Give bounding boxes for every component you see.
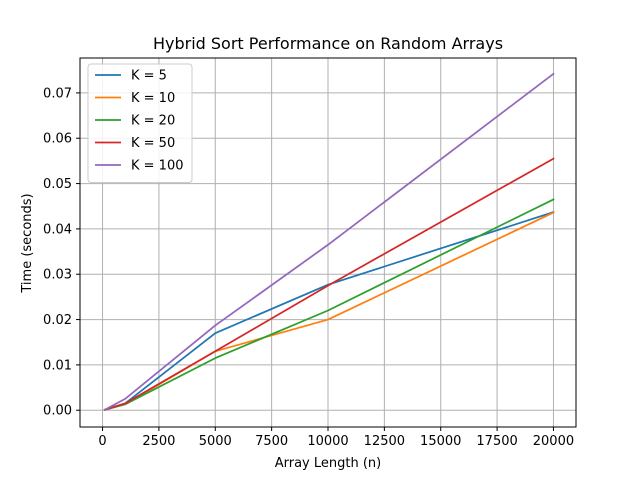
- legend-label: K = 50: [131, 136, 175, 151]
- series-line-3: [103, 157, 555, 411]
- x-tick-label: 20000: [533, 434, 574, 449]
- series-lines: [103, 72, 555, 411]
- grid: [80, 58, 576, 427]
- legend: K = 5 K = 10 K = 20 K = 50 K = 100: [87, 63, 193, 183]
- legend-box: [87, 63, 193, 183]
- legend-label: K = 10: [131, 91, 175, 106]
- x-tick-label: 7500: [255, 434, 288, 449]
- x-tick-label: 17500: [476, 434, 517, 449]
- y-tick-label: 0.01: [43, 358, 72, 373]
- y-tick-label: 0.00: [43, 404, 72, 419]
- x-tick-label: 5000: [199, 434, 232, 449]
- legend-label: K = 20: [131, 114, 175, 129]
- chart-title: Hybrid Sort Performance on Random Arrays: [153, 34, 503, 53]
- x-axis-label: Array Length (n): [275, 456, 382, 471]
- y-tick-label: 0.02: [43, 313, 72, 328]
- legend-label: K = 100: [131, 159, 184, 174]
- x-tick-label: 10000: [307, 434, 348, 449]
- x-tick-label: 15000: [420, 434, 461, 449]
- y-tick-label: 0.05: [43, 177, 72, 192]
- y-tick-label: 0.07: [43, 86, 72, 101]
- series-line-4: [103, 72, 555, 411]
- x-tick-label: 2500: [142, 434, 175, 449]
- y-tick-label: 0.06: [43, 132, 72, 147]
- y-tick-label: 0.03: [43, 268, 72, 283]
- axis-ticks: 0 2500 5000 7500 10000 12500 15000 17500 20000 0.…: [43, 86, 574, 449]
- y-axis-label: Time (seconds): [20, 193, 35, 293]
- y-tick-label: 0.04: [43, 222, 72, 237]
- x-tick-label: 12500: [364, 434, 405, 449]
- x-tick-label: 0: [98, 434, 106, 449]
- legend-label: K = 5: [131, 69, 167, 84]
